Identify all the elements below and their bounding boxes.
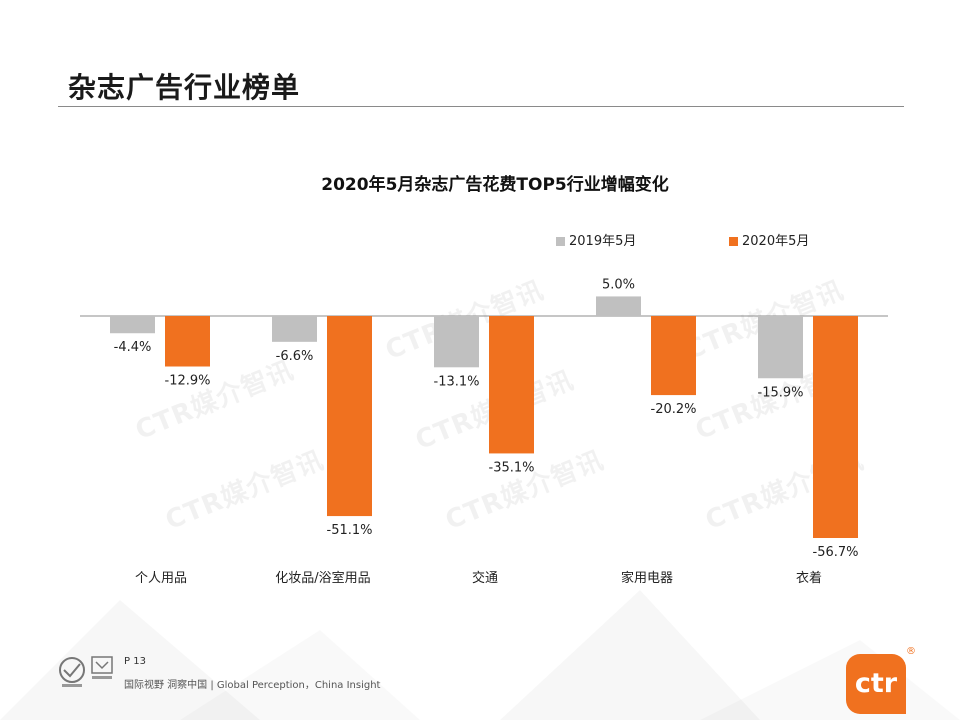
- bar-2020-3: [651, 316, 696, 396]
- category-label: 衣着: [796, 570, 822, 586]
- legend-label-2019: 2019年5月: [569, 234, 637, 249]
- bar-2020-2: [489, 316, 534, 454]
- data-label: -12.9%: [165, 374, 211, 389]
- category-label: 交通: [472, 570, 498, 586]
- bar-2019-2: [434, 316, 479, 368]
- sgs-ukas-certification-icon: [59, 656, 113, 687]
- legend-swatch-2020: [729, 237, 738, 246]
- legend-item-2020: 2020年5月: [729, 230, 809, 249]
- page-number: P 13: [124, 656, 146, 667]
- data-label: -20.2%: [651, 402, 697, 417]
- data-label: -56.7%: [813, 545, 859, 560]
- data-label: -15.9%: [758, 385, 804, 400]
- bar-2019-3: [596, 296, 641, 316]
- title-divider: [58, 106, 904, 107]
- bar-2019-1: [272, 316, 317, 342]
- bar-2020-1: [327, 316, 372, 517]
- data-label: -13.1%: [434, 374, 480, 389]
- legend-swatch-2019: [556, 237, 565, 246]
- chart-title: 2020年5月杂志广告花费TOP5行业增幅变化: [321, 175, 669, 195]
- legend-item-2019: 2019年5月: [556, 230, 636, 249]
- data-label: 5.0%: [602, 277, 635, 292]
- bar-2019-0: [110, 316, 155, 334]
- legend-label-2020: 2020年5月: [742, 234, 810, 249]
- ctr-brand-logo: ctr: [846, 654, 906, 714]
- bar-2019-4: [758, 316, 803, 379]
- category-label: 家用电器: [621, 570, 673, 586]
- data-label: -35.1%: [489, 460, 535, 475]
- footer-slogan: 国际视野 洞察中国 | Global Perception，China Insi…: [124, 680, 381, 691]
- page-title: 杂志广告行业榜单: [68, 71, 301, 104]
- registered-mark: ®: [906, 646, 916, 657]
- data-label: -4.4%: [114, 340, 152, 355]
- data-label: -51.1%: [327, 523, 373, 538]
- bar-2020-4: [813, 316, 858, 538]
- category-label: 个人用品: [135, 571, 187, 586]
- data-label: -6.6%: [276, 349, 314, 364]
- bar-2020-0: [165, 316, 210, 367]
- category-label: 化妆品/浴室用品: [275, 570, 370, 586]
